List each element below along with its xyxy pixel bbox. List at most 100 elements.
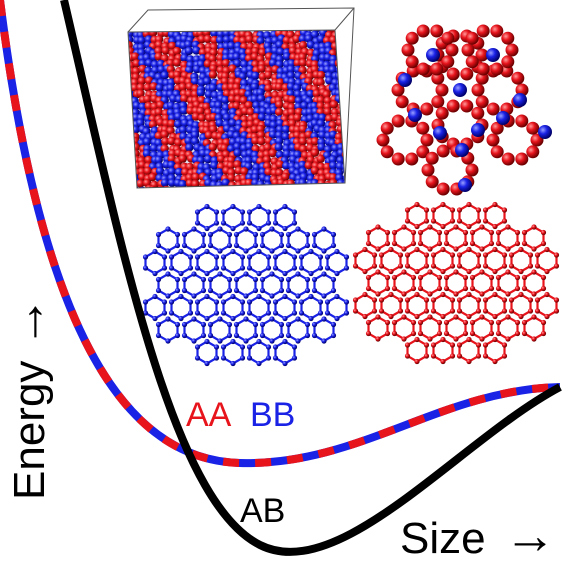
- red-atom: [416, 24, 430, 38]
- network-atom: [362, 246, 368, 253]
- network-atom: [423, 297, 430, 303]
- red-atom: [137, 76, 146, 86]
- network-ring: [313, 227, 335, 253]
- red-atom: [221, 83, 230, 92]
- network-atom: [285, 242, 292, 249]
- network-atom: [469, 285, 476, 292]
- network-atom: [213, 254, 220, 260]
- network-atom: [217, 338, 223, 344]
- network-atom: [505, 291, 511, 297]
- red-atom: [196, 106, 205, 116]
- blue-atom: [128, 155, 130, 164]
- network-atom: [352, 308, 359, 314]
- red-atom: [465, 31, 479, 45]
- blue-atom: [190, 77, 200, 86]
- blue-atom: [179, 106, 189, 115]
- network-atom: [178, 315, 184, 322]
- network-atom: [285, 321, 292, 328]
- red-atom: [425, 175, 439, 189]
- network-atom: [181, 276, 188, 283]
- red-atom: [275, 82, 284, 92]
- network-atom: [469, 319, 476, 326]
- network-atom: [269, 338, 275, 344]
- blue-atom: [184, 46, 194, 56]
- network-atom: [282, 225, 288, 232]
- blue-atom: [250, 94, 259, 104]
- blue-atom: [166, 83, 175, 93]
- red-atom: [251, 136, 260, 145]
- network-atom: [191, 316, 197, 322]
- network-atom: [265, 265, 272, 271]
- red-atom: [130, 83, 139, 92]
- red-atom: [288, 46, 298, 55]
- blue-atom: [298, 34, 307, 43]
- network-atom: [200, 287, 207, 294]
- network-ring: [497, 270, 519, 296]
- network-atom: [466, 358, 472, 365]
- blue-atom: [168, 30, 177, 31]
- red-atom: [209, 125, 218, 134]
- blue-atom: [282, 149, 292, 159]
- network-atom: [492, 201, 498, 208]
- network-atom: [384, 330, 391, 337]
- blue-atom: [240, 59, 249, 69]
- network-ring: [458, 338, 480, 363]
- blue-atom: [119, 85, 127, 93]
- network-atom: [378, 308, 385, 314]
- network-atom: [423, 207, 430, 213]
- blue-atom: [256, 180, 265, 188]
- blue-atom: [300, 101, 309, 110]
- network-ring: [313, 317, 335, 343]
- network-atom: [243, 293, 249, 299]
- network-atom: [436, 274, 443, 281]
- network-atom: [508, 263, 515, 269]
- network-atom: [365, 240, 372, 247]
- blue-atom: [275, 136, 284, 146]
- red-atom: [391, 83, 405, 97]
- red-atom: [128, 144, 134, 153]
- blue-atom: [192, 46, 201, 55]
- network-atom: [365, 285, 372, 292]
- red-atom: [435, 106, 449, 120]
- blue-atom: [239, 137, 248, 146]
- blue-atom: [268, 130, 278, 139]
- blue-atom: [119, 162, 127, 170]
- red-atom: [264, 70, 273, 80]
- network-atom: [295, 248, 301, 254]
- red-atom: [380, 145, 394, 159]
- network-atom: [259, 321, 266, 328]
- red-atom: [263, 143, 272, 152]
- red-atom: [172, 46, 182, 56]
- red-atom: [324, 187, 334, 188]
- blue-atom: [228, 186, 237, 188]
- network-atom: [479, 336, 485, 342]
- network-atom: [456, 252, 463, 258]
- network-atom: [401, 314, 407, 320]
- blue-atom: [178, 180, 187, 188]
- network-atom: [324, 254, 331, 260]
- network-atom: [495, 330, 502, 337]
- blue-atom: [342, 30, 345, 32]
- red-atom: [204, 130, 214, 140]
- network-atom: [295, 338, 301, 344]
- red-atom: [233, 185, 242, 188]
- network-atom: [152, 270, 158, 277]
- blue-atom: [268, 186, 278, 188]
- network-atom: [207, 287, 214, 294]
- network-atom: [311, 332, 318, 339]
- network-atom: [505, 314, 511, 320]
- network-atom: [181, 321, 188, 328]
- network-atom: [155, 276, 162, 283]
- network-ring: [248, 295, 270, 320]
- network-atom: [449, 207, 456, 213]
- network-atom: [272, 355, 279, 361]
- blue-atom: [128, 172, 130, 182]
- red-atom: [136, 89, 145, 98]
- network-atom: [220, 344, 227, 350]
- network-atom: [324, 265, 331, 271]
- network-atom: [518, 246, 524, 253]
- network-atom: [295, 293, 301, 299]
- network-atom: [298, 310, 305, 316]
- network-atom: [278, 231, 285, 238]
- network-atom: [272, 265, 279, 271]
